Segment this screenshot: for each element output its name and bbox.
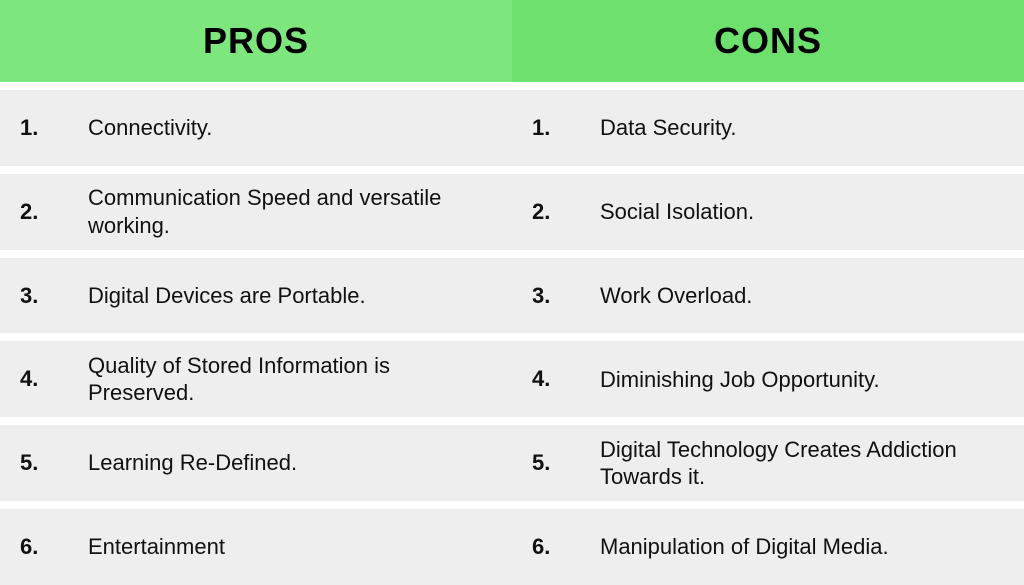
row-number: 4.: [20, 366, 70, 392]
table-row: 1. Data Security.: [512, 82, 1024, 166]
table-row: 5. Digital Technology Creates Addiction …: [512, 417, 1024, 501]
table-row: 3. Work Overload.: [512, 250, 1024, 334]
row-number: 5.: [532, 450, 582, 476]
row-number: 4.: [532, 366, 582, 392]
row-number: 3.: [20, 283, 70, 309]
row-number: 2.: [532, 199, 582, 225]
table-row: 4. Quality of Stored Information is Pres…: [0, 333, 512, 417]
comparison-table: PROS 1. Connectivity. 2. Communication S…: [0, 0, 1024, 585]
row-text: Social Isolation.: [582, 198, 754, 226]
row-text: Communication Speed and versatile workin…: [70, 184, 500, 239]
row-text: Learning Re-Defined.: [70, 449, 297, 477]
table-row: 5. Learning Re-Defined.: [0, 417, 512, 501]
table-row: 6. Manipulation of Digital Media.: [512, 501, 1024, 585]
table-row: 4. Diminishing Job Opportunity.: [512, 333, 1024, 417]
row-text: Entertainment: [70, 533, 225, 561]
cons-header: CONS: [512, 0, 1024, 82]
row-text: Manipulation of Digital Media.: [582, 533, 889, 561]
table-row: 2. Communication Speed and versatile wor…: [0, 166, 512, 250]
table-row: 6. Entertainment: [0, 501, 512, 585]
row-number: 6.: [532, 534, 582, 560]
row-number: 3.: [532, 283, 582, 309]
pros-column: PROS 1. Connectivity. 2. Communication S…: [0, 0, 512, 585]
table-row: 2. Social Isolation.: [512, 166, 1024, 250]
row-text: Diminishing Job Opportunity.: [582, 366, 880, 394]
row-text: Digital Devices are Portable.: [70, 282, 366, 310]
row-number: 5.: [20, 450, 70, 476]
row-number: 1.: [532, 115, 582, 141]
table-row: 1. Connectivity.: [0, 82, 512, 166]
row-text: Work Overload.: [582, 282, 752, 310]
pros-header: PROS: [0, 0, 512, 82]
row-text: Digital Technology Creates Addiction Tow…: [582, 436, 1012, 491]
row-number: 2.: [20, 199, 70, 225]
row-number: 1.: [20, 115, 70, 141]
row-number: 6.: [20, 534, 70, 560]
cons-column: CONS 1. Data Security. 2. Social Isolati…: [512, 0, 1024, 585]
row-text: Connectivity.: [70, 114, 212, 142]
row-text: Data Security.: [582, 114, 737, 142]
table-row: 3. Digital Devices are Portable.: [0, 250, 512, 334]
row-text: Quality of Stored Information is Preserv…: [70, 352, 500, 407]
